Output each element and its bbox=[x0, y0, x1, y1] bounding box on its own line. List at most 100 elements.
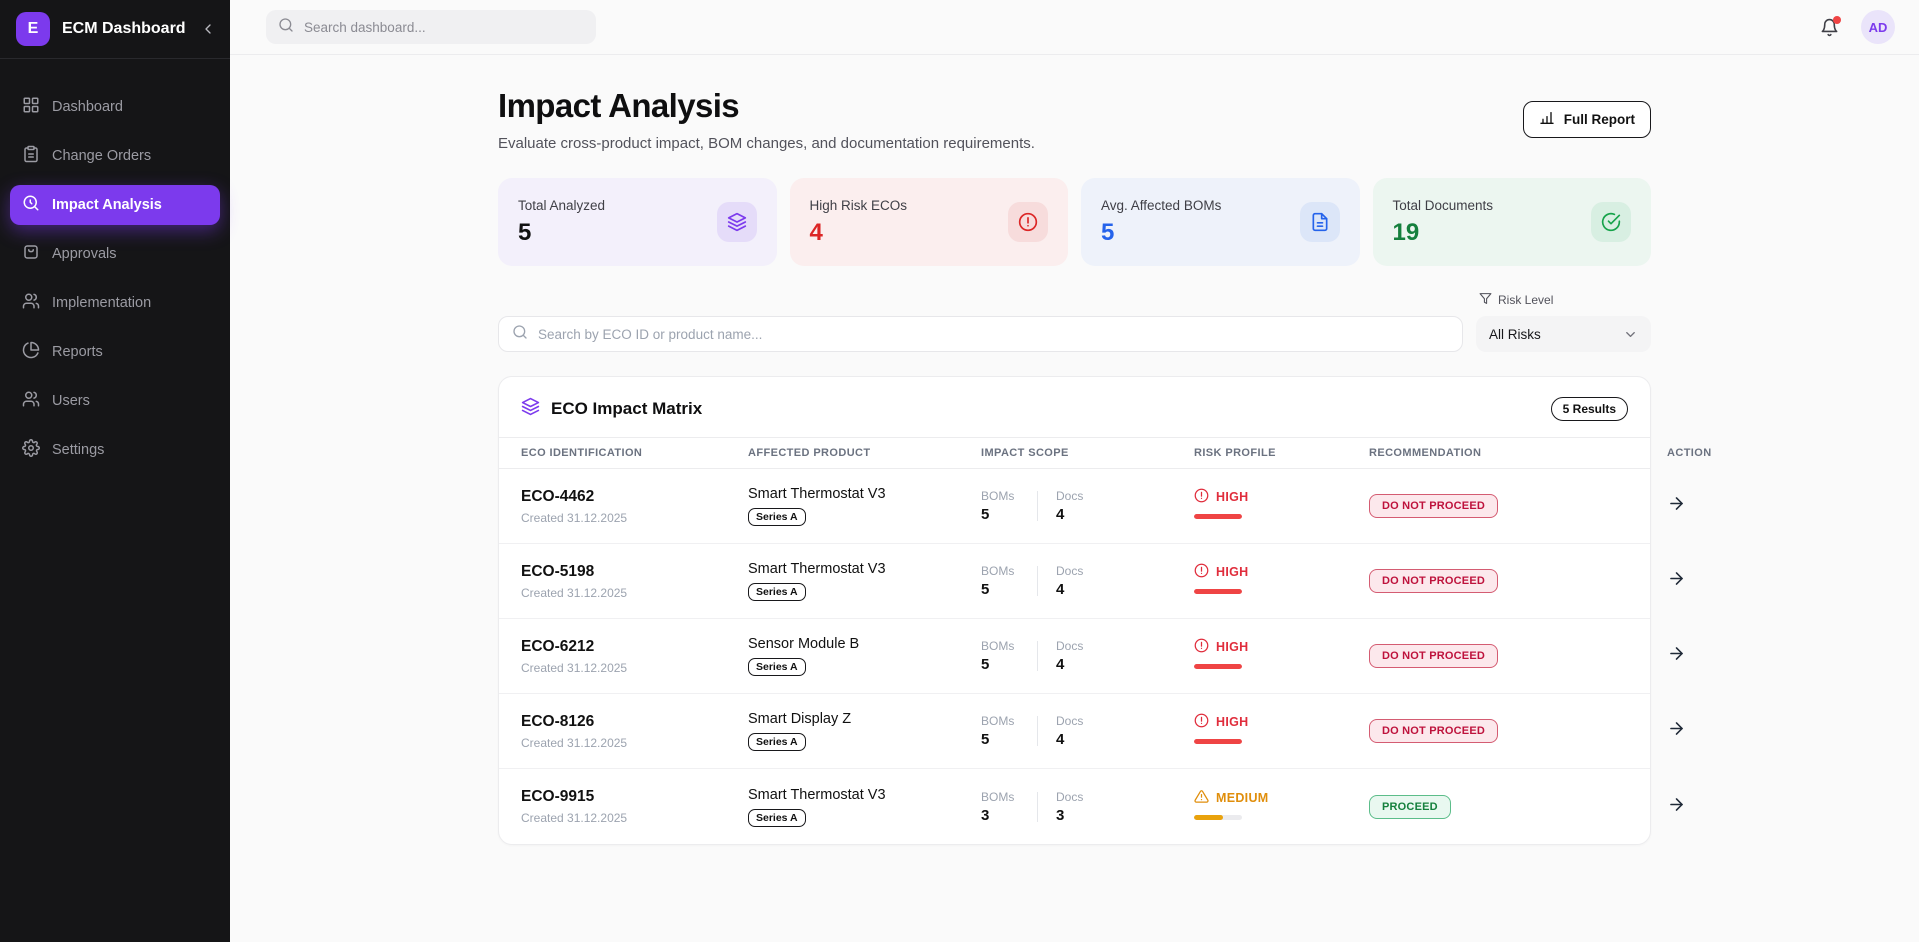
stat-value: 5 bbox=[518, 218, 532, 246]
sidebar-item-label: Change Orders bbox=[52, 148, 152, 164]
notification-dot bbox=[1833, 15, 1841, 24]
stat-card-avg-boms: Avg. Affected BOMs 5 bbox=[1081, 178, 1360, 266]
global-search-input[interactable] bbox=[304, 19, 584, 35]
notification-bell-icon[interactable] bbox=[1820, 15, 1841, 37]
users-icon bbox=[22, 292, 40, 314]
page-header: Impact Analysis Evaluate cross-product i… bbox=[498, 87, 1651, 152]
stat-value: 4 bbox=[809, 218, 823, 246]
risk-level-text: HIGH bbox=[1216, 490, 1249, 504]
sidebar-item-change-orders[interactable]: Change Orders bbox=[10, 136, 220, 176]
arrow-right-icon[interactable] bbox=[1667, 719, 1690, 738]
boms-value: 5 bbox=[981, 731, 990, 748]
stat-label: High Risk ECOs bbox=[809, 197, 908, 213]
arrow-right-icon[interactable] bbox=[1667, 494, 1690, 513]
grid-icon bbox=[22, 96, 40, 118]
series-badge: Series A bbox=[748, 733, 806, 751]
product-name: Smart Thermostat V3 bbox=[748, 786, 886, 803]
series-badge: Series A bbox=[748, 583, 806, 601]
eco-id: ECO-8126 bbox=[521, 712, 595, 730]
recommendation-badge: DO NOT PROCEED bbox=[1369, 644, 1499, 668]
gear-icon bbox=[22, 439, 40, 461]
recommendation-badge: PROCEED bbox=[1369, 794, 1451, 819]
avatar[interactable]: AD bbox=[1861, 10, 1895, 44]
stat-card-total-analyzed: Total Analyzed 5 bbox=[498, 178, 777, 266]
eco-id: ECO-5198 bbox=[521, 562, 595, 580]
divider bbox=[1037, 566, 1038, 596]
alert-triangle-icon bbox=[1194, 789, 1209, 807]
sidebar-item-implementation[interactable]: Implementation bbox=[10, 283, 220, 323]
product-name: Smart Thermostat V3 bbox=[748, 486, 886, 502]
boms-label: BOMs bbox=[981, 789, 1015, 804]
risk-select-value: All Risks bbox=[1489, 326, 1541, 342]
docs-label: Docs bbox=[1056, 564, 1084, 578]
eco-created-date: Created 31.12.2025 bbox=[521, 660, 628, 675]
table-row: ECO-5198 Created 31.12.2025 Smart Thermo… bbox=[499, 544, 1683, 619]
eco-id: ECO-6212 bbox=[521, 637, 595, 655]
search-icon bbox=[278, 17, 294, 38]
risk-level-text: HIGH bbox=[1216, 565, 1249, 579]
sidebar-item-impact-analysis[interactable]: Impact Analysis bbox=[10, 185, 220, 225]
full-report-button[interactable]: Full Report bbox=[1522, 101, 1651, 138]
divider bbox=[1037, 791, 1038, 822]
column-header-action: ACTION bbox=[1667, 447, 1712, 459]
matrix-title: ECO Impact Matrix bbox=[521, 397, 702, 421]
table-row: ECO-8126 Created 31.12.2025 Smart Displa… bbox=[499, 694, 1683, 769]
arrow-right-icon[interactable] bbox=[1667, 569, 1690, 588]
sidebar-collapse-icon[interactable] bbox=[200, 21, 216, 37]
risk-level-select[interactable]: All Risks bbox=[1476, 316, 1651, 352]
pie-chart-icon bbox=[22, 341, 40, 363]
brand-logo: E bbox=[16, 12, 50, 46]
sidebar-item-label: Impact Analysis bbox=[52, 197, 162, 213]
sidebar-item-settings[interactable]: Settings bbox=[10, 430, 220, 470]
docs-label: Docs bbox=[1056, 639, 1084, 653]
funnel-icon bbox=[1479, 292, 1492, 308]
sidebar-item-dashboard[interactable]: Dashboard bbox=[10, 87, 220, 127]
recommendation-badge: DO NOT PROCEED bbox=[1369, 569, 1499, 593]
sidebar-item-label: Approvals bbox=[52, 246, 117, 262]
series-badge: Series A bbox=[748, 658, 806, 676]
global-search[interactable] bbox=[266, 10, 596, 44]
eco-search-input[interactable] bbox=[538, 326, 1449, 342]
filter-row: Risk Level All Risks bbox=[498, 292, 1651, 352]
full-report-label: Full Report bbox=[1563, 112, 1635, 127]
clipboard-icon bbox=[22, 145, 40, 167]
stat-cards: Total Analyzed 5 High Risk ECOs 4 bbox=[498, 178, 1651, 266]
content-scroll[interactable]: Impact Analysis Evaluate cross-product i… bbox=[230, 55, 1919, 942]
eco-search[interactable] bbox=[498, 316, 1463, 352]
topbar: AD bbox=[230, 0, 1919, 55]
risk-indicator: HIGH bbox=[1194, 488, 1248, 519]
docs-value: 4 bbox=[1056, 656, 1065, 673]
risk-level-text: HIGH bbox=[1216, 715, 1249, 729]
chevron-down-icon bbox=[1623, 327, 1638, 342]
column-header-eco-identification: ECO IDENTIFICATION bbox=[521, 447, 643, 459]
sidebar-item-approvals[interactable]: Approvals bbox=[10, 234, 220, 274]
series-badge: Series A bbox=[748, 508, 806, 526]
eco-created-date: Created 31.12.2025 bbox=[521, 735, 628, 750]
page-subtitle: Evaluate cross-product impact, BOM chang… bbox=[498, 135, 1035, 152]
alert-circle-icon bbox=[1194, 488, 1209, 506]
check-circle-icon bbox=[1591, 202, 1631, 242]
column-header-impact-scope: IMPACT SCOPE bbox=[981, 447, 1069, 459]
alert-circle-icon bbox=[1008, 202, 1048, 242]
docs-value: 3 bbox=[1056, 806, 1065, 824]
table-row: ECO-4462 Created 31.12.2025 Smart Thermo… bbox=[499, 469, 1683, 544]
risk-bar bbox=[1194, 589, 1242, 594]
stat-label: Avg. Affected BOMs bbox=[1101, 197, 1222, 213]
risk-level-text: HIGH bbox=[1216, 640, 1249, 654]
table-row: ECO-6212 Created 31.12.2025 Sensor Modul… bbox=[499, 619, 1683, 694]
arrow-right-icon[interactable] bbox=[1667, 795, 1690, 814]
sidebar-item-users[interactable]: Users bbox=[10, 381, 220, 421]
sidebar-item-reports[interactable]: Reports bbox=[10, 332, 220, 372]
product-name: Smart Thermostat V3 bbox=[748, 561, 886, 577]
stat-label: Total Analyzed bbox=[518, 197, 606, 213]
eco-id: ECO-9915 bbox=[521, 788, 595, 805]
boms-label: BOMs bbox=[981, 489, 1015, 503]
risk-indicator: HIGH bbox=[1194, 563, 1248, 594]
boms-label: BOMs bbox=[981, 564, 1015, 578]
recommendation-badge: DO NOT PROCEED bbox=[1369, 719, 1499, 743]
matrix-header: ECO Impact Matrix 5 Results bbox=[499, 377, 1650, 437]
divider bbox=[1037, 491, 1038, 521]
risk-bar bbox=[1194, 664, 1242, 669]
eco-created-date: Created 31.12.2025 bbox=[521, 811, 628, 825]
arrow-right-icon[interactable] bbox=[1667, 644, 1690, 663]
